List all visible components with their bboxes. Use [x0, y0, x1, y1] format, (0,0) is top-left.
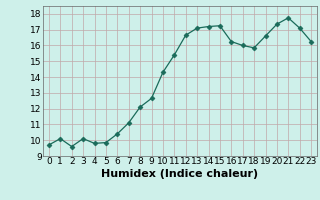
X-axis label: Humidex (Indice chaleur): Humidex (Indice chaleur): [101, 169, 259, 179]
